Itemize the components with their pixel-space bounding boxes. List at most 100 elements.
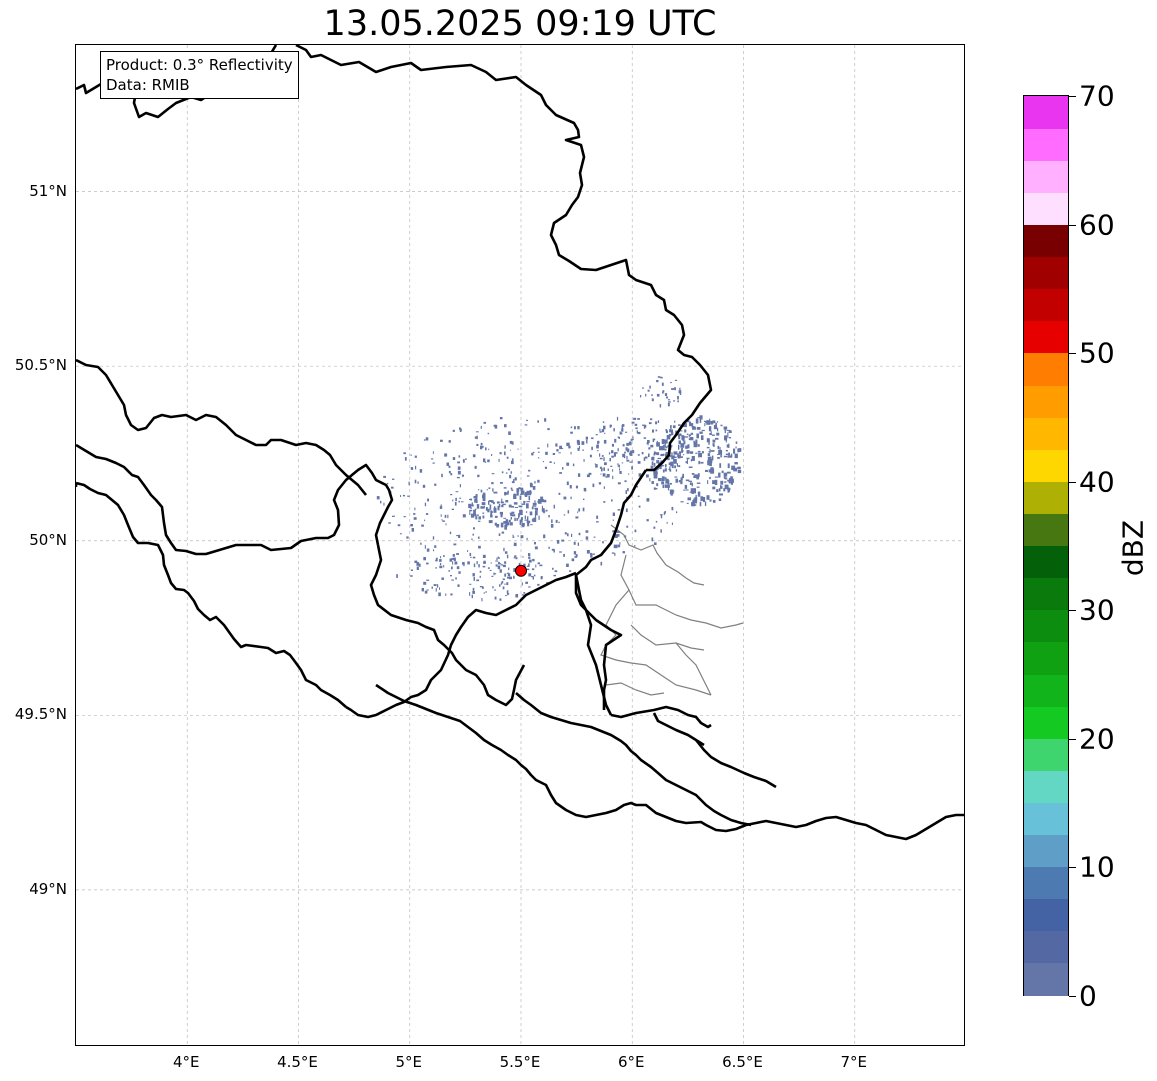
echo-pixel (540, 499, 544, 503)
echo-pixel (662, 484, 664, 489)
echo-pixel (582, 507, 585, 512)
echo-pixel (661, 465, 665, 467)
echo-pixel (544, 466, 547, 469)
echo-pixel (475, 494, 478, 498)
echo-pixel (597, 440, 600, 444)
echo-pixel (659, 446, 663, 451)
echo-pixel (719, 447, 721, 452)
echo-pixel (577, 448, 580, 451)
echo-pixel (566, 481, 569, 486)
echo-pixel (403, 452, 406, 455)
echo-pixel (614, 544, 618, 549)
echo-pixel (457, 584, 460, 587)
echo-pixel (621, 462, 624, 464)
echo-pixel (665, 430, 668, 434)
echo-pixel (621, 428, 624, 432)
echo-pixel (664, 443, 666, 448)
echo-pixel (695, 452, 698, 454)
echo-pixel (510, 471, 512, 474)
echo-pixel (627, 488, 629, 492)
echo-pixel (655, 520, 658, 523)
echo-pixel (678, 435, 681, 440)
echo-pixel (619, 468, 621, 471)
echo-pixel (704, 501, 707, 507)
echo-pixel (541, 576, 543, 580)
echo-pixel (668, 468, 670, 470)
echo-pixel (513, 569, 517, 571)
echo-pixel (677, 395, 679, 400)
echo-pixel (656, 440, 658, 445)
echo-pixel (673, 451, 678, 455)
echo-pixel (599, 457, 603, 460)
echo-pixel (413, 517, 417, 520)
echo-pixel (539, 564, 543, 567)
echo-pixel (690, 488, 695, 493)
echo-pixel (433, 549, 435, 552)
echo-pixel (667, 457, 670, 461)
radar-site-marker[interactable] (515, 564, 527, 577)
echo-pixel (503, 521, 506, 524)
echo-pixel (612, 475, 614, 480)
echo-pixel (548, 546, 550, 549)
echo-pixel (669, 469, 672, 472)
echo-pixel (496, 524, 500, 526)
echo-pixel (471, 538, 473, 540)
radar-site-dot[interactable] (515, 564, 527, 577)
colorbar-segment (1024, 930, 1068, 964)
echo-pixel (497, 557, 500, 559)
echo-pixel (660, 514, 663, 519)
echo-pixel (462, 514, 466, 518)
echo-pixel (605, 476, 608, 478)
echo-pixel (734, 462, 738, 465)
echo-pixel (510, 487, 513, 490)
echo-pixel (625, 490, 627, 494)
echo-pixel (434, 545, 437, 548)
echo-pixel (444, 453, 448, 457)
colorbar-segment (1024, 96, 1068, 129)
echo-pixel (488, 448, 490, 451)
echo-pixel (653, 438, 656, 441)
echo-pixel (713, 424, 717, 430)
echo-pixel (540, 496, 544, 500)
echo-pixel (563, 496, 567, 500)
radar-map[interactable] (75, 44, 965, 1046)
echo-pixel (626, 496, 628, 499)
echo-pixel (448, 440, 451, 443)
echo-pixel (611, 443, 614, 447)
echo-pixel (624, 480, 627, 483)
echo-pixel (472, 573, 475, 577)
echo-pixel (664, 453, 668, 457)
echo-pixel (472, 587, 475, 591)
echo-pixel (665, 446, 668, 449)
echo-pixel (669, 455, 671, 458)
echo-pixel (726, 429, 731, 431)
echo-pixel (542, 508, 544, 510)
echo-pixel (626, 448, 630, 453)
echo-pixel (460, 428, 462, 432)
echo-pixel (647, 389, 650, 392)
echo-pixel (697, 450, 701, 453)
echo-pixel (684, 429, 687, 433)
echo-pixel (494, 515, 498, 518)
echo-pixel (678, 444, 680, 450)
echo-pixel (550, 524, 554, 528)
echo-pixel (567, 510, 570, 514)
echo-pixel (674, 456, 677, 458)
echo-pixel (597, 440, 599, 445)
echo-pixel (506, 554, 509, 559)
echo-pixel (600, 561, 603, 566)
colorbar-tick-label: 10 (1079, 850, 1115, 884)
echo-pixel (668, 433, 672, 437)
echo-pixel (670, 492, 673, 496)
colorbar-segment (1024, 738, 1068, 771)
echo-pixel (599, 431, 602, 433)
echo-pixel (586, 439, 588, 444)
echo-pixel (519, 522, 521, 525)
echo-pixel (712, 455, 714, 461)
echo-pixel (680, 477, 683, 481)
echo-pixel (720, 485, 723, 489)
echo-pixel (528, 556, 531, 559)
echo-pixel (511, 441, 514, 445)
echo-pixel (494, 589, 496, 591)
echo-pixel (510, 505, 515, 508)
